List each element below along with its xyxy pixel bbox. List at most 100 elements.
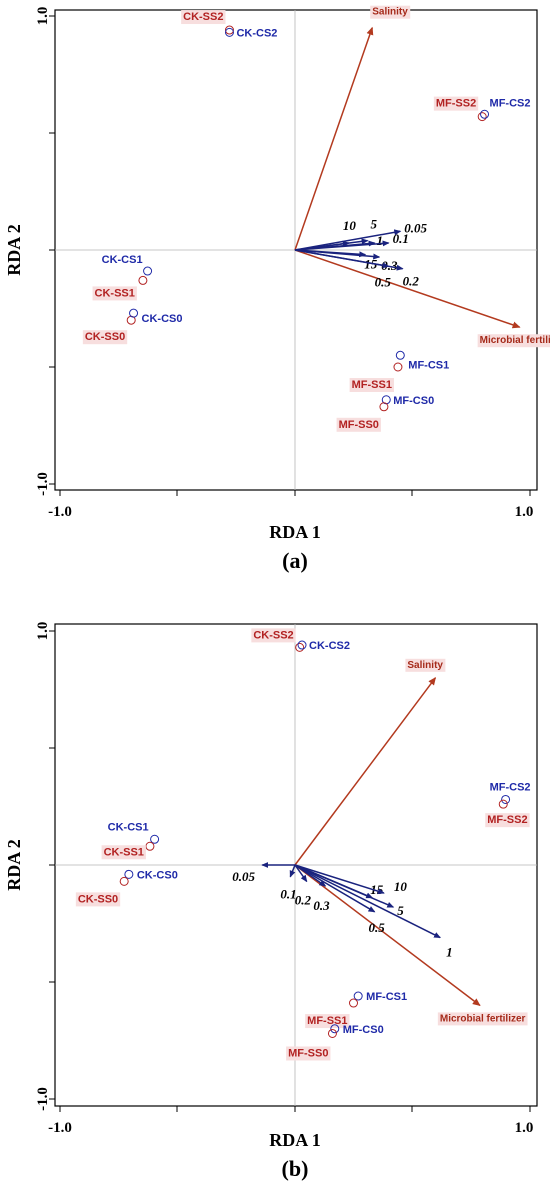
site-label: MF-CS0 xyxy=(393,395,434,407)
variable-vector-arrow xyxy=(294,864,308,883)
site-label: CK-SS2 xyxy=(183,11,223,23)
site-point xyxy=(477,112,487,122)
variable-vector-label: 0.5 xyxy=(369,920,386,935)
site-label: MF-SS0 xyxy=(339,419,379,431)
label-background xyxy=(101,845,146,860)
microbial-fertilizer-vector-arrow xyxy=(294,864,481,1007)
variable-vector-arrow xyxy=(294,864,385,895)
site-point xyxy=(327,1028,337,1038)
site-point xyxy=(379,402,389,412)
y-tick-label-max: 1.0 xyxy=(35,622,51,641)
label-background xyxy=(336,417,381,432)
site-point xyxy=(129,308,139,318)
site-label: CK-SS1 xyxy=(104,846,144,858)
label-background xyxy=(92,286,137,301)
label-background xyxy=(437,1012,528,1026)
site-point xyxy=(353,991,363,1001)
label-background xyxy=(405,658,446,672)
x-tick-label-min: -1.0 xyxy=(48,504,72,520)
site-point xyxy=(145,841,155,851)
site-point xyxy=(349,998,358,1008)
site-point xyxy=(224,25,234,35)
y-axis-label: RDA 2 xyxy=(4,224,24,276)
variable-vector-label: 5 xyxy=(397,903,404,918)
label-background xyxy=(286,1046,331,1061)
site-label: CK-CS2 xyxy=(309,640,350,652)
site-label: MF-SS2 xyxy=(487,814,527,826)
panel-label: (a) xyxy=(282,548,308,573)
site-point xyxy=(498,799,508,809)
label-background xyxy=(305,1014,350,1029)
salinity-vector-label: Salinity xyxy=(372,7,408,18)
label-background xyxy=(181,10,226,25)
site-label: MF-SS0 xyxy=(288,1047,328,1059)
microbial-fertilizer-vector-arrow xyxy=(294,249,521,329)
label-background xyxy=(433,96,479,111)
site-label: CK-CS2 xyxy=(236,27,277,39)
site-label: MF-CS0 xyxy=(343,1024,384,1036)
site-label: CK-CS1 xyxy=(108,821,149,833)
site-point xyxy=(150,834,160,844)
variable-vector-arrow xyxy=(294,864,376,913)
variable-vector-arrow xyxy=(294,229,402,251)
variable-vector-label: 1 xyxy=(377,233,384,248)
variable-vector-label: 0.05 xyxy=(404,220,427,235)
label-background xyxy=(75,892,121,907)
panel-a: -1.0 1.0 1.0 -1.0 RDA 1 RDA 2 (a) Salini… xyxy=(4,5,550,573)
microbial-fertilizer-vector-label: Microbial fertilizer xyxy=(440,1013,526,1024)
site-label: CK-CS1 xyxy=(102,254,143,266)
y-tick-label-max: 1.0 xyxy=(35,7,51,26)
panel-b: -1.0 1.0 1.0 -1.0 RDA 1 RDA 2 (b) Salini… xyxy=(4,622,538,1181)
salinity-vector-label: Salinity xyxy=(407,660,443,671)
site-point xyxy=(393,362,403,372)
variable-vector-label: 0.1 xyxy=(280,887,296,902)
x-tick-label-min: -1.0 xyxy=(48,1120,72,1136)
variable-vector-arrow xyxy=(294,864,441,939)
site-point xyxy=(143,266,153,276)
label-background xyxy=(349,378,394,392)
label-background xyxy=(477,334,550,348)
x-tick-label-max: 1.0 xyxy=(515,1120,534,1136)
x-axis-label: RDA 1 xyxy=(269,522,321,542)
variable-vector-label: 0.05 xyxy=(232,869,255,884)
site-point xyxy=(297,640,307,650)
site-label: CK-CS0 xyxy=(142,313,183,325)
label-background xyxy=(485,813,530,828)
variable-vector-label: 0.3 xyxy=(313,898,330,913)
site-point xyxy=(295,642,305,652)
site-point xyxy=(501,794,511,804)
site-point xyxy=(138,275,148,285)
site-label: CK-SS0 xyxy=(85,331,125,343)
variable-vector-label: 10 xyxy=(343,218,357,233)
x-axis-label: RDA 1 xyxy=(269,1130,321,1150)
variable-vector-arrow xyxy=(289,864,296,878)
microbial-fertilizer-vector-label: Microbial fertilizer xyxy=(480,335,550,346)
y-axis-label: RDA 2 xyxy=(4,839,24,891)
variable-vector-label: 0.2 xyxy=(403,274,420,289)
site-label: MF-CS2 xyxy=(490,97,531,109)
y-tick-label-min: -1.0 xyxy=(35,1087,51,1111)
site-point xyxy=(124,869,134,879)
variable-vector-label: 5 xyxy=(371,217,378,232)
variable-vector-arrow xyxy=(294,249,404,271)
label-background xyxy=(251,628,296,643)
site-point xyxy=(119,876,129,886)
site-label: MF-CS1 xyxy=(366,991,407,1003)
site-point xyxy=(224,27,234,37)
site-label: CK-SS2 xyxy=(253,629,293,641)
panel-label: (b) xyxy=(282,1156,309,1181)
variable-vector-label: 0.5 xyxy=(375,274,392,289)
site-label: MF-SS2 xyxy=(436,98,476,110)
salinity-vector-arrow xyxy=(294,26,374,251)
variable-vector-label: 0.3 xyxy=(381,258,398,273)
variable-vector-label: 10 xyxy=(394,879,408,894)
site-label: MF-SS1 xyxy=(307,1015,347,1027)
site-label: MF-CS2 xyxy=(490,781,531,793)
site-label: MF-CS1 xyxy=(408,359,449,371)
variable-vector-label: 0.2 xyxy=(295,892,312,907)
variable-vector-arrow xyxy=(294,864,395,908)
site-label: CK-SS1 xyxy=(95,287,135,299)
